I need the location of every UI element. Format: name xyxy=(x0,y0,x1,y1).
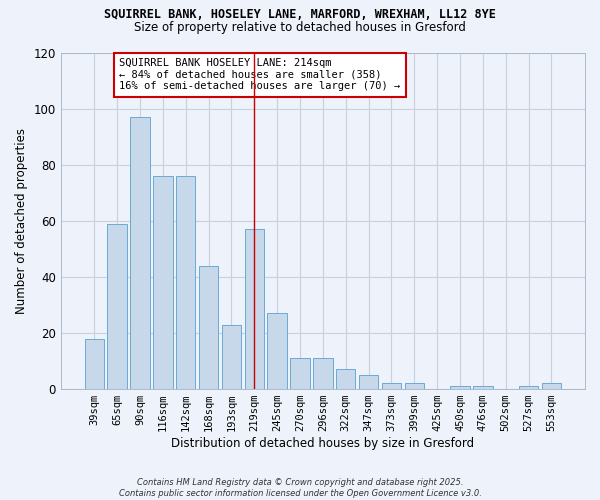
Bar xyxy=(153,176,173,389)
Bar xyxy=(130,117,150,389)
Text: SQUIRREL BANK, HOSELEY LANE, MARFORD, WREXHAM, LL12 8YE: SQUIRREL BANK, HOSELEY LANE, MARFORD, WR… xyxy=(104,8,496,20)
Bar xyxy=(336,370,355,389)
Text: SQUIRREL BANK HOSELEY LANE: 214sqm
← 84% of detached houses are smaller (358)
16: SQUIRREL BANK HOSELEY LANE: 214sqm ← 84%… xyxy=(119,58,401,92)
Bar xyxy=(404,384,424,389)
Bar xyxy=(451,386,470,389)
Bar xyxy=(199,266,218,389)
Y-axis label: Number of detached properties: Number of detached properties xyxy=(15,128,28,314)
Bar xyxy=(176,176,196,389)
Bar xyxy=(268,314,287,389)
Bar xyxy=(107,224,127,389)
Bar xyxy=(359,375,379,389)
Bar xyxy=(85,338,104,389)
Text: Contains HM Land Registry data © Crown copyright and database right 2025.
Contai: Contains HM Land Registry data © Crown c… xyxy=(119,478,481,498)
Bar xyxy=(382,384,401,389)
Text: Size of property relative to detached houses in Gresford: Size of property relative to detached ho… xyxy=(134,21,466,34)
Bar xyxy=(245,229,264,389)
Bar xyxy=(519,386,538,389)
Bar xyxy=(222,324,241,389)
Bar xyxy=(290,358,310,389)
Bar xyxy=(313,358,332,389)
X-axis label: Distribution of detached houses by size in Gresford: Distribution of detached houses by size … xyxy=(172,437,475,450)
Bar xyxy=(542,384,561,389)
Bar xyxy=(473,386,493,389)
